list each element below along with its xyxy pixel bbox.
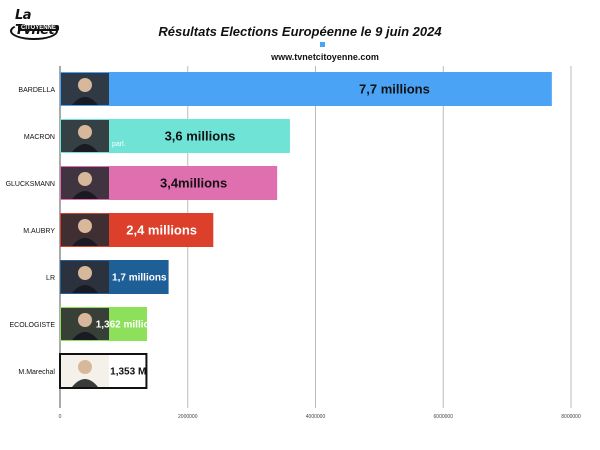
- bar: [60, 72, 552, 106]
- x-tick-label: 4000000: [306, 414, 326, 420]
- category-label: BARDELLA: [18, 87, 55, 94]
- candidate-shoulders: [72, 191, 98, 199]
- candidate-shoulders: [72, 379, 98, 387]
- candidate-face: [78, 266, 92, 280]
- candidate-face: [78, 219, 92, 233]
- chart-title: Résultats Elections Européenne le 9 juin…: [158, 24, 442, 39]
- data-label: 3,4millions: [160, 176, 227, 191]
- candidate-face: [78, 360, 92, 374]
- x-tick-label: 0: [59, 414, 62, 420]
- category-label: LR: [46, 275, 55, 282]
- photo-badge: parl.: [112, 141, 126, 148]
- data-label: 2,4 millions: [126, 223, 197, 238]
- logo: La Tvnet CITOYENNE: [6, 8, 59, 42]
- x-tick-label: 8000000: [561, 414, 581, 420]
- candidate-shoulders: [72, 285, 98, 293]
- category-label: ECOLOGISTE: [9, 322, 55, 329]
- logo-sub: CITOYENNE: [18, 25, 59, 31]
- candidate-face: [78, 125, 92, 139]
- category-label: GLUCKSMANN: [6, 181, 55, 188]
- candidate-shoulders: [72, 238, 98, 246]
- data-label: 3,6 millions: [165, 129, 236, 144]
- candidate-face: [78, 313, 92, 327]
- data-label: 7,7 millions: [359, 82, 430, 97]
- legend-marker: [320, 42, 325, 47]
- data-label: 1,362 millions: [96, 320, 162, 331]
- category-label: MACRON: [24, 134, 55, 141]
- category-label: M.AUBRY: [23, 228, 55, 235]
- candidate-face: [78, 78, 92, 92]
- source-url: www.tvnetcitoyenne.com: [271, 52, 379, 62]
- category-label: M.Marechal: [18, 369, 55, 376]
- x-tick-label: 2000000: [178, 414, 198, 420]
- logo-swoosh: [10, 22, 58, 40]
- data-label: 1,7 millions: [112, 273, 167, 284]
- candidate-shoulders: [72, 144, 98, 152]
- candidate-shoulders: [72, 97, 98, 105]
- data-label: 1,353 M: [110, 367, 146, 378]
- x-tick-label: 6000000: [434, 414, 454, 420]
- candidate-shoulders: [72, 332, 98, 340]
- candidate-face: [78, 172, 92, 186]
